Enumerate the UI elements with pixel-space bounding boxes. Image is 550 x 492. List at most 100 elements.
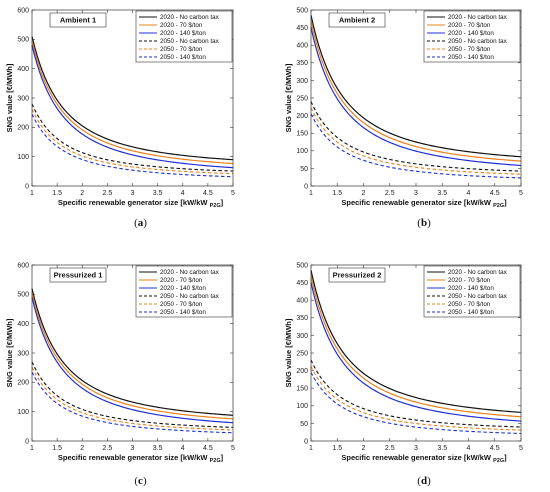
x-axis-label-end: ]: [221, 453, 224, 462]
legend-entry: 2050 - 70 $/ton: [160, 301, 203, 308]
x-tick-label: 3: [414, 190, 418, 197]
legend-entry: 2020 - 70 $/ton: [160, 22, 203, 29]
x-tick-label: 4: [467, 190, 471, 197]
y-tick-label: 0: [304, 183, 308, 190]
title-box: [328, 12, 386, 28]
x-tick-label: 2.5: [103, 190, 113, 197]
x-tick-label: 2: [80, 190, 84, 197]
x-tick-label: 1.5: [52, 190, 62, 197]
y-tick-label: 300: [17, 350, 29, 357]
y-axis-label: SNG value [€/MWh]: [5, 318, 14, 387]
x-tick-label: 2: [362, 445, 366, 452]
x-axis-label-subscript: P2G: [493, 458, 504, 464]
y-tick-label: 250: [296, 350, 308, 357]
chart-title: Pressurized 1: [54, 271, 103, 280]
panel-caption-letter: a: [138, 217, 144, 229]
panel-caption: (b): [417, 217, 431, 229]
legend-box: [135, 10, 233, 63]
legend-entry: 2020 - 140 $/ton: [160, 285, 206, 292]
series-line-6: [31, 113, 234, 178]
y-tick-label: 300: [17, 95, 29, 102]
series-line-1: [310, 270, 522, 413]
series-line-3: [31, 45, 234, 169]
series-line-4: [310, 359, 522, 428]
y-tick-label: 300: [296, 333, 308, 340]
x-axis-label-main: Specific renewable generator size [kW/kW: [341, 198, 493, 207]
y-axis-label: SNG value [€/MWh]: [5, 63, 14, 132]
y-tick-label: 300: [296, 78, 308, 85]
title-box: [328, 267, 386, 283]
legend-entry: 2050 - 70 $/ton: [448, 46, 491, 53]
legend-entry: 2020 - 70 $/ton: [160, 277, 203, 284]
x-tick-label: 3.5: [437, 445, 447, 452]
series-line-6: [310, 372, 522, 435]
legend-entry: 2050 - 140 $/ton: [448, 54, 494, 61]
series-line-4: [310, 101, 522, 172]
legend-entry: 2050 - No carbon tax: [448, 293, 508, 300]
x-tick-label: 2.5: [385, 445, 395, 452]
panel-caption-letter: d: [421, 475, 427, 487]
y-tick-label: 0: [25, 183, 29, 190]
series-line-5: [31, 108, 234, 175]
plot-frame: [31, 9, 234, 187]
y-tick-label: 500: [296, 262, 308, 269]
x-tick-label: 3.5: [153, 445, 163, 452]
legend-entry: 2020 - No carbon tax: [160, 14, 220, 21]
legend-entry: 2020 - No carbon tax: [448, 269, 508, 276]
y-tick-label: 200: [17, 125, 29, 132]
x-axis-label-main: Specific renewable generator size [kW/kW: [58, 453, 210, 462]
plot-frame: [31, 264, 234, 442]
x-axis-label-main: Specific renewable generator size [kW/kW: [58, 198, 210, 207]
series-line-3: [31, 297, 234, 424]
chart-panel-a: 0 100 200 300 400 500 600 1 1.5 2 2.5 3 3.5 4 4.5 5 Ambi…: [5, 7, 235, 229]
legend-entry: 2020 - 70 $/ton: [448, 22, 491, 29]
x-axis-label-end: ]: [221, 198, 224, 207]
x-tick-label: 3: [414, 445, 418, 452]
x-tick-label: 4.5: [490, 190, 500, 197]
series-line-5: [31, 366, 234, 431]
legend-entry: 2050 - 140 $/ton: [448, 309, 494, 316]
legend-entry: 2020 - No carbon tax: [160, 269, 220, 276]
y-tick-label: 250: [296, 95, 308, 102]
y-tick-label: 0: [25, 438, 29, 445]
y-axis-label: SNG value [€/MWh]: [284, 318, 293, 387]
title-box: [49, 267, 107, 283]
chart-title: Ambient 1: [60, 16, 96, 25]
y-tick-label: 200: [296, 113, 308, 120]
x-tick-label: 4: [181, 445, 185, 452]
series-line-4: [31, 361, 234, 428]
panel-caption: (c): [134, 475, 147, 487]
x-tick-label: 5: [519, 445, 523, 452]
series-line-2: [310, 276, 522, 418]
y-tick-label: 350: [296, 315, 308, 322]
x-tick-label: 3.5: [437, 190, 447, 197]
x-tick-label: 1: [309, 445, 313, 452]
y-tick-label: 150: [296, 386, 308, 393]
x-tick-label: 3: [131, 445, 135, 452]
x-tick-label: 4: [467, 445, 471, 452]
series-line-1: [31, 288, 234, 416]
x-tick-label: 1: [30, 445, 34, 452]
y-tick-label: 50: [300, 421, 308, 428]
y-tick-label: 500: [17, 292, 29, 299]
panel-caption: (d): [417, 475, 431, 487]
y-tick-label: 500: [17, 37, 29, 44]
x-tick-label: 4.5: [203, 190, 213, 197]
legend-box: [423, 10, 521, 63]
series-line-2: [310, 21, 522, 162]
y-tick-label: 100: [17, 154, 29, 161]
y-tick-label: 500: [296, 7, 308, 14]
panel-caption-letter: b: [421, 217, 427, 229]
y-tick-label: 400: [296, 43, 308, 50]
x-tick-label: 2: [80, 445, 84, 452]
y-tick-label: 400: [296, 298, 308, 305]
x-tick-label: 5: [231, 190, 235, 197]
y-tick-label: 200: [17, 380, 29, 387]
y-tick-label: 450: [296, 25, 308, 32]
y-tick-label: 600: [17, 7, 29, 14]
legend-entry: 2050 - No carbon tax: [160, 38, 220, 45]
y-tick-label: 200: [296, 368, 308, 375]
y-tick-label: 400: [17, 66, 29, 73]
title-box: [49, 12, 107, 28]
